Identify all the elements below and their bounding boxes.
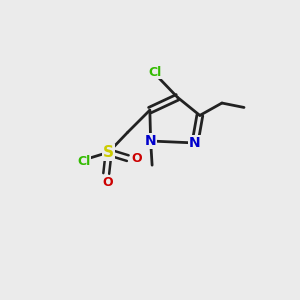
Text: N: N	[145, 134, 157, 148]
Text: Cl: Cl	[77, 154, 91, 168]
Text: O: O	[102, 176, 113, 189]
Text: Cl: Cl	[148, 66, 161, 79]
Text: N: N	[189, 136, 201, 150]
Text: S: S	[103, 145, 114, 160]
Text: O: O	[131, 152, 142, 165]
